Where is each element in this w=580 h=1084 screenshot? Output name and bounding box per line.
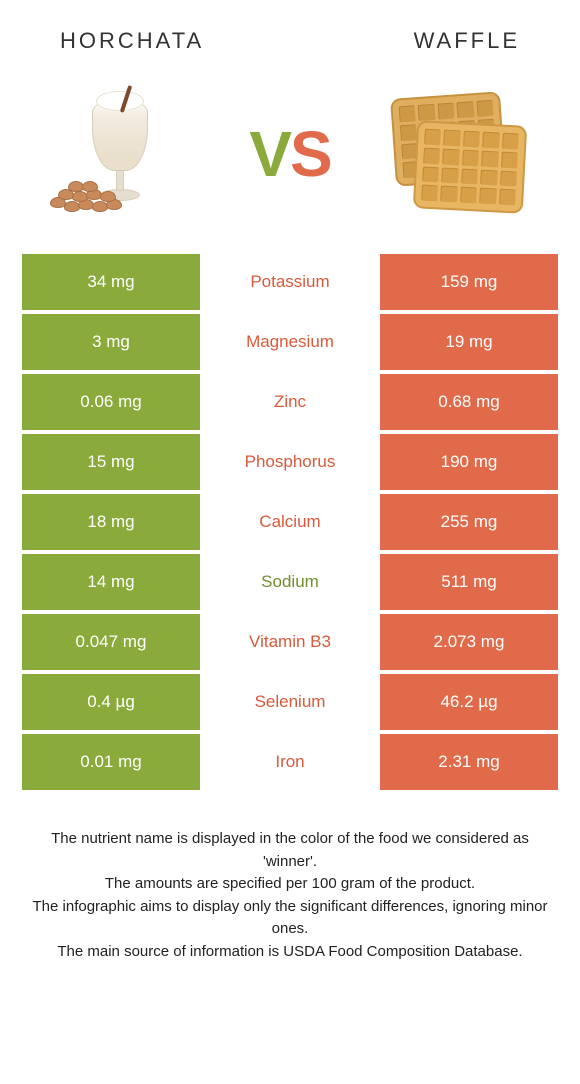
value-left: 3 mg (22, 314, 200, 370)
comparison-table: 34 mgPotassium159 mg3 mgMagnesium19 mg0.… (0, 254, 580, 790)
value-left: 0.047 mg (22, 614, 200, 670)
footer-line-2: The amounts are specified per 100 gram o… (24, 873, 556, 896)
value-right: 159 mg (380, 254, 558, 310)
nutrient-label: Phosphorus (200, 434, 380, 490)
table-row: 0.01 mgIron2.31 mg (22, 734, 558, 790)
vs-label: VS (249, 117, 330, 191)
value-right: 255 mg (380, 494, 558, 550)
waffle-front-icon (413, 120, 527, 214)
table-row: 14 mgSodium511 mg (22, 554, 558, 610)
table-row: 0.4 µgSelenium46.2 µg (22, 674, 558, 730)
value-left: 18 mg (22, 494, 200, 550)
footer-line-1: The nutrient name is displayed in the co… (24, 828, 556, 873)
value-right: 190 mg (380, 434, 558, 490)
table-row: 0.06 mgZinc0.68 mg (22, 374, 558, 430)
nutrient-label: Iron (200, 734, 380, 790)
value-right: 511 mg (380, 554, 558, 610)
nutrient-label: Sodium (200, 554, 380, 610)
title-left: Horchata (60, 28, 204, 54)
vs-s: S (290, 118, 331, 190)
footer-line-4: The main source of information is USDA F… (24, 941, 556, 964)
nutrient-label: Potassium (200, 254, 380, 310)
waffle-image (380, 79, 540, 229)
nutrient-label: Selenium (200, 674, 380, 730)
value-right: 2.073 mg (380, 614, 558, 670)
value-left: 15 mg (22, 434, 200, 490)
nutrient-label: Magnesium (200, 314, 380, 370)
horchata-image (40, 79, 200, 229)
footer-line-3: The infographic aims to display only the… (24, 896, 556, 941)
value-right: 2.31 mg (380, 734, 558, 790)
table-row: 0.047 mgVitamin B32.073 mg (22, 614, 558, 670)
value-right: 19 mg (380, 314, 558, 370)
vs-v: V (249, 118, 290, 190)
nutrient-label: Vitamin B3 (200, 614, 380, 670)
nutrient-label: Zinc (200, 374, 380, 430)
value-left: 0.06 mg (22, 374, 200, 430)
value-right: 46.2 µg (380, 674, 558, 730)
value-left: 14 mg (22, 554, 200, 610)
value-left: 34 mg (22, 254, 200, 310)
header: Horchata Waffle (0, 0, 580, 64)
almonds-icon (48, 181, 128, 213)
value-left: 0.4 µg (22, 674, 200, 730)
value-left: 0.01 mg (22, 734, 200, 790)
title-right: Waffle (414, 28, 520, 54)
hero-row: VS (0, 64, 580, 254)
table-row: 18 mgCalcium255 mg (22, 494, 558, 550)
table-row: 15 mgPhosphorus190 mg (22, 434, 558, 490)
nutrient-label: Calcium (200, 494, 380, 550)
footer-notes: The nutrient name is displayed in the co… (0, 794, 580, 963)
table-row: 3 mgMagnesium19 mg (22, 314, 558, 370)
table-row: 34 mgPotassium159 mg (22, 254, 558, 310)
value-right: 0.68 mg (380, 374, 558, 430)
